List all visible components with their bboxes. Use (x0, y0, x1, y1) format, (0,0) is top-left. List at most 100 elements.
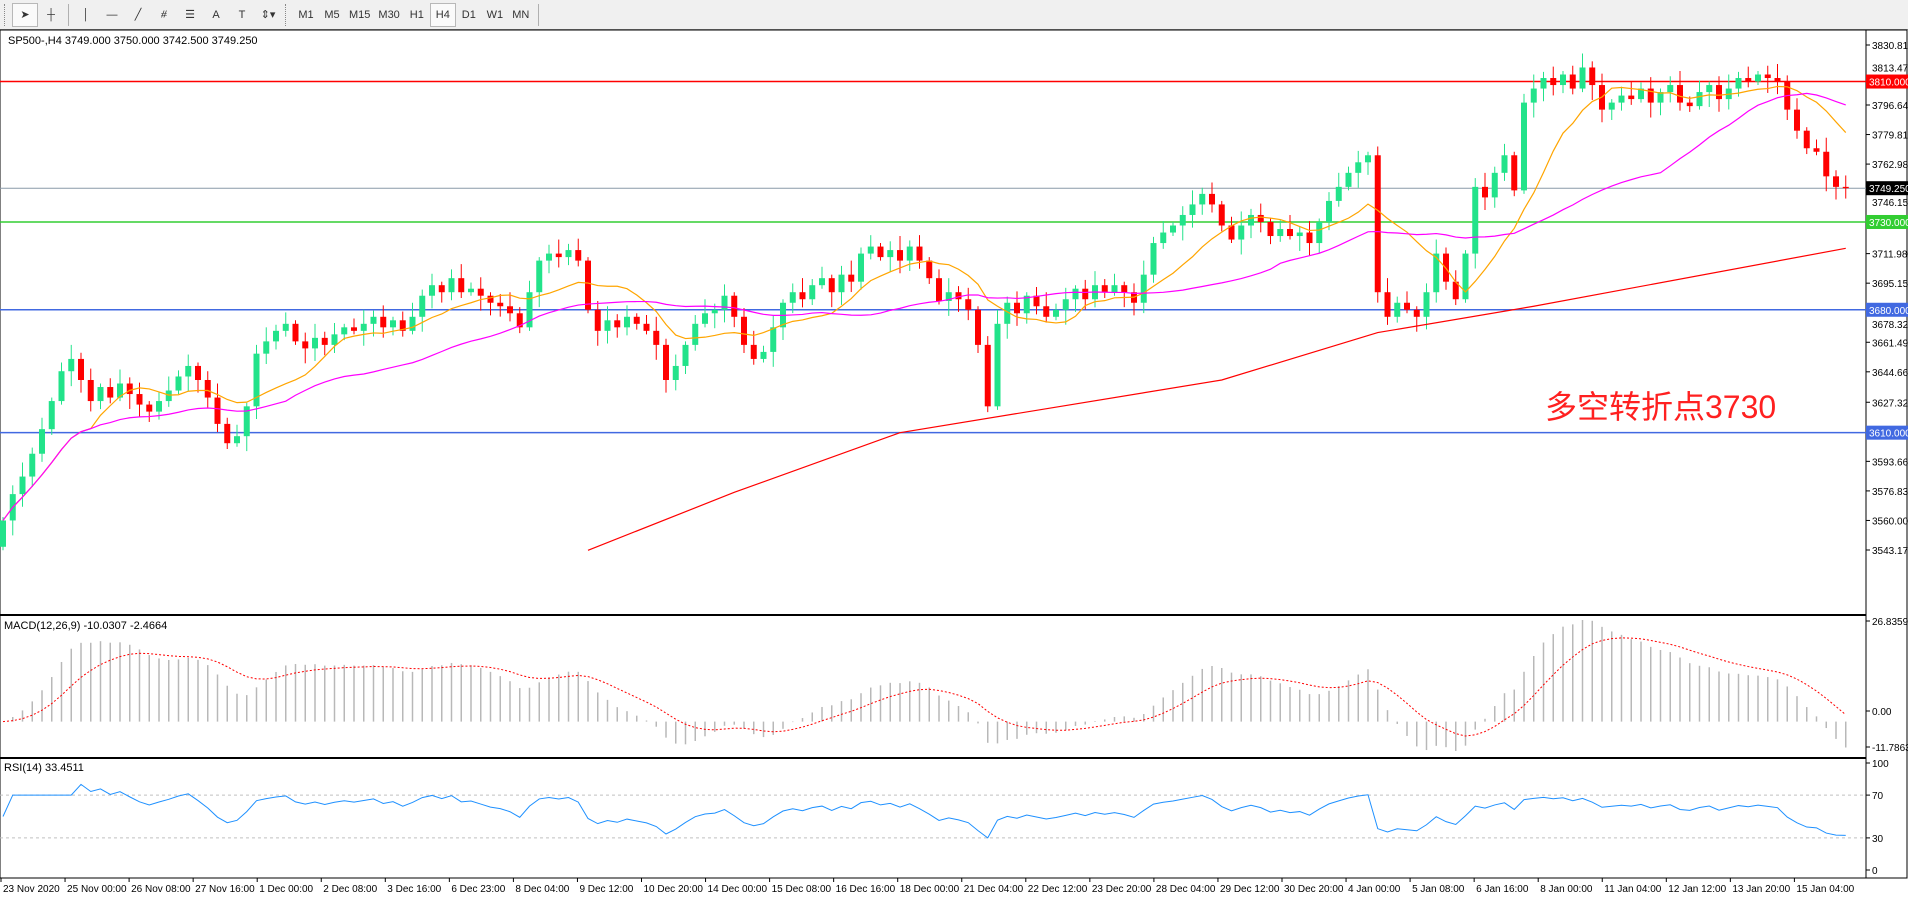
candle (87, 368, 94, 412)
price-tick-label: 3644.660 (1872, 368, 1908, 379)
candle-body (1101, 285, 1108, 293)
candle (1686, 96, 1693, 112)
toolbar-grip[interactable] (285, 3, 289, 26)
horizontal-line-icon[interactable]: — (106, 8, 118, 21)
price-tick-label: 3678.320 (1872, 320, 1908, 331)
cursor-arrow-icon[interactable]: ➤ (12, 2, 38, 27)
time-tick-label: 2 Dec 08:00 (323, 884, 377, 895)
price-tick-label: 3627.320 (1872, 398, 1908, 409)
time-tick-label: 22 Dec 12:00 (1028, 884, 1088, 895)
level-price-badge (1866, 425, 1908, 440)
text-label-icon[interactable]: T (238, 8, 246, 21)
candle (1413, 306, 1420, 332)
candle-body (1657, 92, 1664, 103)
drawing-tools: ➤ ┼ │ — ╱ ⧣ ☰ A T ⇕▾ (12, 2, 281, 27)
candle-body (1316, 221, 1323, 244)
candle (614, 314, 621, 338)
timeframe-d1[interactable]: D1 (461, 8, 476, 21)
candle (273, 324, 279, 350)
candle-body (789, 292, 796, 303)
candle-body (1004, 302, 1011, 324)
candle-body (1365, 155, 1371, 163)
timeframe-buttons: M1 M5 M15 M30 H1 H4 D1 W1 MN (293, 2, 534, 27)
candle-body (692, 323, 699, 345)
candle (994, 309, 1001, 410)
timeframe-h1[interactable]: H1 (409, 8, 424, 21)
arrows-dropdown-icon[interactable]: ⇕▾ (260, 9, 276, 21)
candle-body (1501, 155, 1508, 173)
candle (692, 315, 699, 351)
candle (1277, 220, 1284, 242)
pivot-annotation[interactable]: 多空转折点3730 (1545, 389, 1776, 425)
candle-body (1326, 200, 1332, 222)
candle (741, 308, 747, 353)
candle (897, 236, 903, 274)
macd-tick-label: 0.00 (1872, 707, 1892, 718)
time-tick-label: 21 Dec 04:00 (964, 884, 1024, 895)
candle-body (858, 253, 864, 282)
fibo-fan-icon[interactable]: ☰ (185, 9, 195, 21)
timeframe-mn[interactable]: MN (512, 8, 530, 21)
candle-body (1053, 309, 1059, 317)
timeframe-h4[interactable]: H4 (429, 2, 456, 27)
candle (1638, 82, 1644, 103)
candle-body (1716, 85, 1722, 100)
candle-body (1823, 151, 1830, 177)
timeframe-m1[interactable]: M1 (298, 8, 314, 21)
trendline-icon[interactable]: ╱ (134, 9, 142, 21)
candle (604, 306, 611, 344)
timeframe-m15[interactable]: M15 (349, 8, 371, 21)
timeframe-m5[interactable]: M5 (324, 8, 340, 21)
candle-body (1706, 85, 1713, 93)
time-tick-label: 6 Dec 23:00 (451, 884, 505, 895)
candle (292, 320, 299, 345)
time-tick-label: 13 Jan 20:00 (1732, 884, 1790, 895)
candle-body (575, 250, 582, 261)
price-tick-label: 3695.150 (1872, 279, 1908, 290)
timeframe-m30[interactable]: M30 (378, 8, 400, 21)
candle (1062, 287, 1069, 325)
candle (858, 247, 864, 290)
candle (1501, 143, 1508, 181)
candle-body (1413, 309, 1420, 317)
time-tick-label: 30 Dec 20:00 (1284, 884, 1344, 895)
candle (1716, 76, 1722, 112)
vertical-line-icon[interactable]: │ (82, 8, 90, 21)
time-tick-label: 1 Dec 00:00 (259, 884, 313, 895)
candle (78, 352, 84, 393)
candle (146, 401, 153, 422)
macd-tick-label: -11.7863 (1872, 743, 1908, 754)
candle-body (263, 341, 270, 354)
candle-body (1014, 302, 1020, 314)
candle-body (1521, 102, 1527, 191)
candle (1589, 61, 1596, 100)
candle (1345, 166, 1352, 191)
macd-pane (2, 620, 1847, 751)
candle (536, 257, 543, 308)
candle-body (458, 278, 465, 293)
candle-body (58, 371, 65, 402)
candle (1014, 291, 1020, 326)
candle (819, 266, 825, 289)
candle-body (78, 358, 84, 380)
candle-body (370, 316, 377, 324)
time-tick-label: 29 Dec 12:00 (1220, 884, 1280, 895)
candle (565, 243, 572, 266)
candle-body (1209, 193, 1215, 205)
crosshair-icon[interactable]: ┼ (47, 8, 55, 21)
toolbar-grip[interactable] (4, 3, 8, 26)
candle-body (1833, 176, 1839, 187)
candle (1677, 71, 1683, 111)
fibonacci-icon[interactable]: ⧣ (160, 8, 168, 20)
candle-body (204, 379, 211, 398)
candle-body (604, 320, 611, 331)
candle (263, 327, 270, 365)
candle-body (39, 429, 45, 454)
text-icon[interactable]: A (212, 8, 220, 21)
timeframe-w1[interactable]: W1 (486, 8, 504, 21)
candle (516, 307, 523, 334)
candle (1053, 303, 1059, 321)
candle-body (1248, 214, 1254, 226)
candle (945, 278, 952, 316)
